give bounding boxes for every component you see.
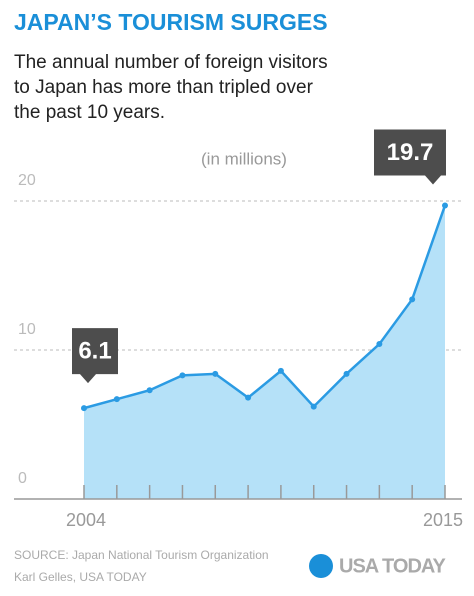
subtitle: to Japan has more than tripled over bbox=[14, 77, 314, 98]
point bbox=[277, 367, 284, 374]
value-label: 19.7 bbox=[387, 139, 434, 166]
subtitle: the past 10 years. bbox=[14, 102, 165, 123]
y-tick-label: 10 bbox=[18, 321, 36, 338]
credit: Karl Gelles, USA TODAY bbox=[14, 570, 147, 584]
callout-box bbox=[374, 129, 446, 185]
point bbox=[343, 370, 350, 377]
y-axis-label: (in millions) bbox=[201, 149, 287, 168]
y-tick-label: 0 bbox=[18, 470, 27, 487]
point bbox=[245, 394, 252, 401]
point bbox=[376, 341, 383, 348]
point bbox=[113, 396, 120, 403]
logo-dot bbox=[309, 554, 333, 578]
point bbox=[179, 372, 186, 379]
point bbox=[212, 370, 219, 377]
point bbox=[146, 387, 153, 394]
callout-box bbox=[72, 328, 118, 384]
subtitle: The annual number of foreign visitors bbox=[14, 52, 328, 73]
point bbox=[409, 296, 416, 303]
chart-title: JAPAN’S TOURISM SURGES bbox=[14, 9, 328, 35]
source: SOURCE: Japan National Tourism Organizat… bbox=[14, 548, 269, 562]
x-tick-label: 2015 bbox=[423, 510, 463, 530]
logo: USA TODAY bbox=[339, 555, 447, 577]
x-tick-label: 2004 bbox=[66, 510, 106, 530]
value-label: 6.1 bbox=[78, 337, 111, 364]
line bbox=[83, 205, 447, 410]
point bbox=[442, 202, 448, 209]
y-tick-label: 20 bbox=[18, 172, 36, 189]
point bbox=[81, 405, 87, 412]
area bbox=[84, 205, 445, 499]
point bbox=[310, 403, 317, 410]
